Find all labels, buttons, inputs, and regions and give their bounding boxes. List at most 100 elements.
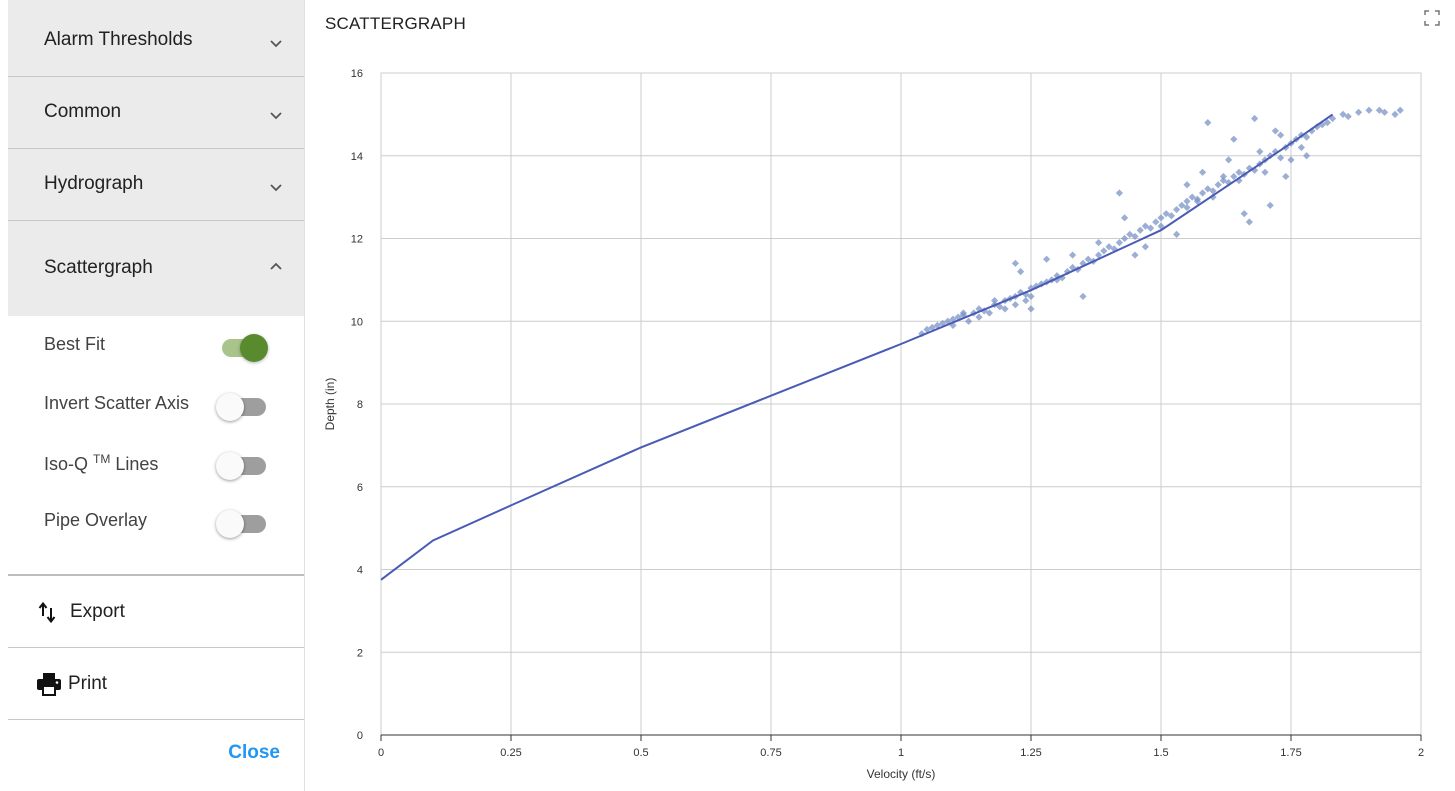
scatter-point [1277,131,1285,139]
x-tick-label: 0.5 [633,747,648,759]
scatter-point [1022,296,1030,305]
y-tick-label: 8 [357,399,363,411]
section-label: Alarm Thresholds [44,29,193,50]
scatter-point [1225,156,1233,164]
toggle-label: Invert Scatter Axis [44,393,190,413]
chevron-down-icon [268,108,284,124]
scatter-point [1178,201,1186,209]
scatter-point [1022,290,1030,298]
divider [8,719,304,720]
x-axis-label: Velocity (ft/s) [867,767,936,781]
section-scattergraph[interactable]: Scattergraph [8,221,304,316]
section-common[interactable]: Common [8,77,304,149]
scatter-point [923,325,931,334]
scatter-point [1214,181,1222,189]
scatter-point [928,323,936,332]
scatter-point [1167,212,1175,220]
scattergraph-chart: 0 0.25 0.5 0.75 1 1.25 1.5 1.75 2 0 2 4 6 8 10 12 14 16 V… [323,68,1424,781]
toggle-row-pipe-overlay: Pipe Overlay [8,502,304,542]
scatter-point [965,317,973,325]
scatter-point [1287,156,1295,164]
scatter-point [1381,108,1389,116]
best-fit-line [380,113,1334,581]
scatter-point [1230,135,1238,143]
scatter-point [1095,239,1103,247]
scatter-point [1240,210,1248,218]
settings-sidebar: Alarm Thresholds Common Hydrograph Scatt… [8,0,304,791]
scatter-point [1079,292,1087,301]
export-arrows-icon [36,600,62,624]
divider [8,647,304,648]
y-tick-label: 6 [357,482,363,494]
scatter-point [1199,168,1207,176]
scatter-point [991,296,999,305]
toggle-label: Pipe Overlay [44,510,148,530]
scatter-point [1141,243,1149,251]
scatter-point [944,317,952,325]
scatter-point [1303,133,1311,141]
toggle-label: Iso-Q TM Lines [44,452,159,474]
scatter-point [1303,152,1311,160]
scatter-point [1136,226,1144,234]
scatter-point [1219,176,1227,185]
scatter-point [1126,230,1134,238]
close-button[interactable]: Close [228,742,280,763]
scatter-point [1188,193,1196,201]
section-label: Hydrograph [44,173,144,194]
scatter-point [918,330,926,338]
scatter-point [1277,154,1285,162]
scatter-point [1282,172,1290,181]
scatter-point [1043,255,1051,263]
scatter-point [1115,239,1123,247]
scatter-point [1375,106,1383,114]
scatter-point [1084,255,1092,263]
scatter-point [985,309,993,317]
scatter-point [1204,119,1212,127]
scatter-point [1173,230,1181,238]
print-label: Print [68,673,108,694]
section-hydrograph[interactable]: Hydrograph [8,149,304,221]
scatter-point [1391,110,1399,118]
x-tick-label: 1.75 [1280,747,1301,759]
best-fit-toggle[interactable] [214,334,270,362]
scatter-point [1245,218,1253,226]
scatter-point [1266,201,1274,209]
iso-q-lines-toggle[interactable] [214,452,270,480]
scatter-point [975,313,983,321]
scatter-point [1230,172,1238,181]
pipe-overlay-toggle[interactable] [214,510,270,538]
y-tick-label: 2 [357,647,363,659]
y-tick-label: 16 [351,68,363,80]
y-tick-label: 10 [351,316,363,328]
scatter-point [1204,185,1212,193]
fullscreen-icon[interactable] [1424,10,1440,26]
section-label: Scattergraph [44,257,153,278]
best-fit-curve [380,113,1334,581]
scatter-point [1219,172,1227,181]
scatter-point [1147,224,1155,232]
scatter-point [1183,181,1191,189]
scatter-point [1193,197,1201,205]
scatter-point [1121,234,1129,243]
chevron-down-icon [268,36,284,52]
scatter-point [959,309,967,317]
y-axis-label: Depth (in) [323,378,337,431]
y-tick-label: 12 [351,234,363,246]
x-tick-label: 0.25 [500,747,521,759]
scatter-point [1011,259,1019,267]
invert-scatter-axis-toggle[interactable] [214,393,270,421]
scatter-point [1251,114,1259,123]
scatter-point [1256,148,1264,156]
scatter-point [1162,210,1170,218]
section-alarm-thresholds[interactable]: Alarm Thresholds [8,0,304,77]
scatter-point [1141,222,1149,230]
x-tick-label: 1.5 [1153,747,1168,759]
scatter-point [1100,247,1108,255]
chevron-up-icon [268,258,284,274]
divider [8,574,304,576]
scatter-point [1199,189,1207,197]
chart-title: SCATTERGRAPH [325,14,466,33]
section-label: Common [44,101,122,122]
scatter-point [949,315,957,323]
scatter-point [954,313,962,321]
